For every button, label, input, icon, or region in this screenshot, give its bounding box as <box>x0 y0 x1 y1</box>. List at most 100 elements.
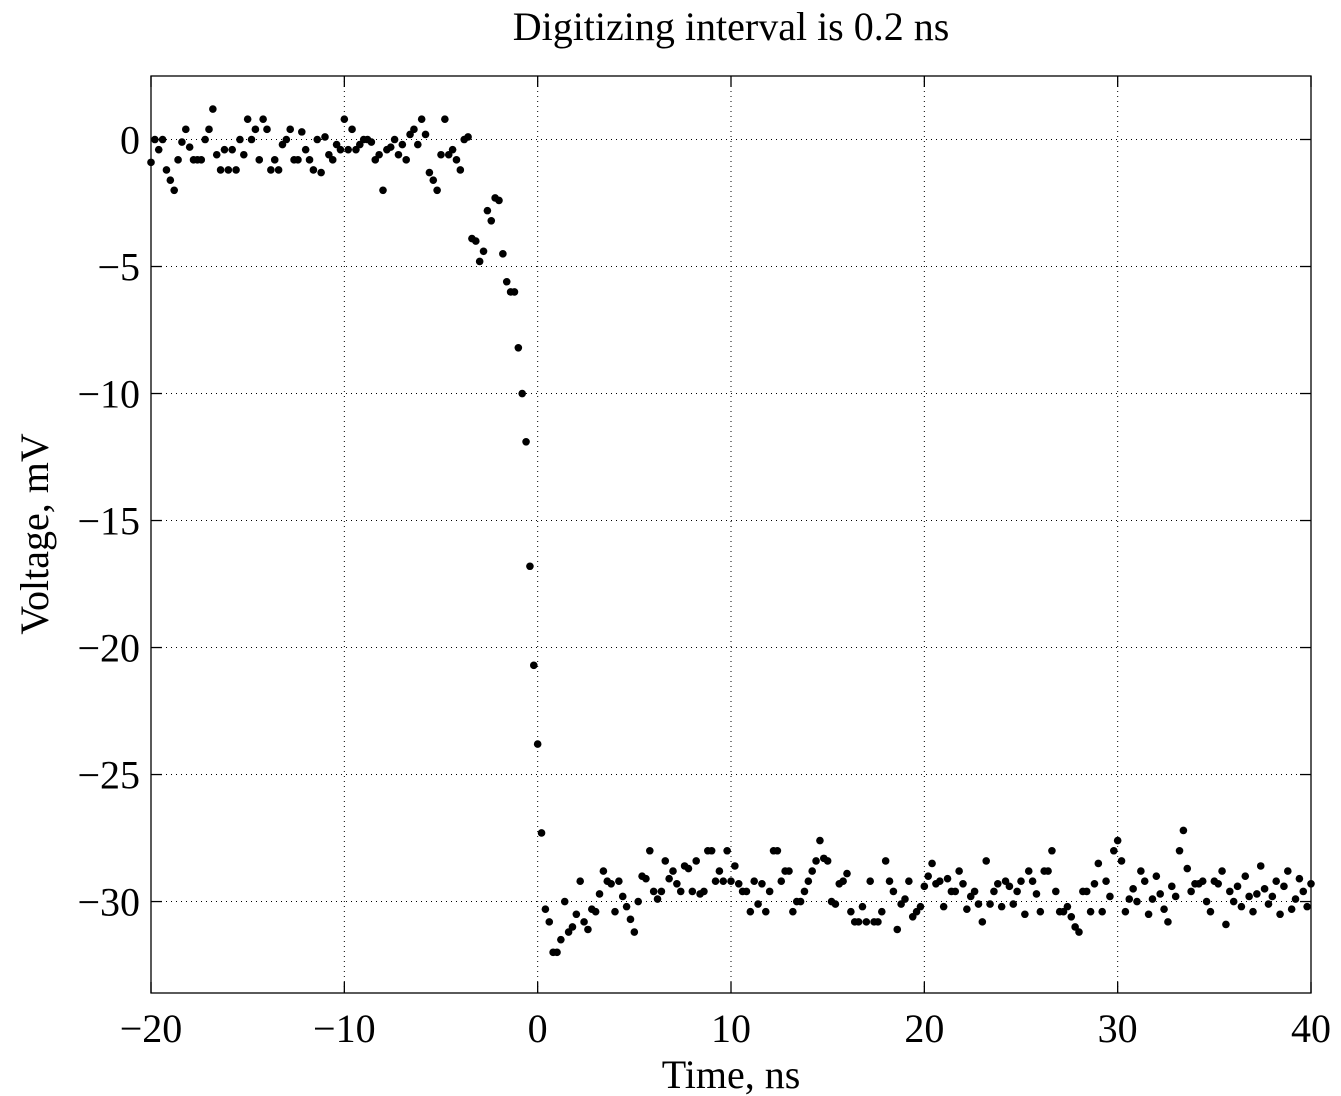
data-point <box>843 869 851 878</box>
data-point <box>472 237 480 245</box>
data-point <box>831 900 840 908</box>
data-point <box>1233 882 1242 891</box>
data-point <box>804 877 813 886</box>
data-point <box>711 877 720 886</box>
data-point <box>800 887 809 896</box>
data-point <box>673 879 681 888</box>
data-point <box>402 156 411 164</box>
data-point <box>182 125 190 134</box>
data-point <box>1075 928 1083 936</box>
data-point <box>715 867 724 875</box>
data-point <box>367 138 376 146</box>
data-point <box>963 905 971 913</box>
data-point <box>1295 874 1304 883</box>
data-point <box>294 156 302 164</box>
data-point <box>1017 877 1025 886</box>
data-point <box>700 887 708 896</box>
data-point <box>499 250 507 258</box>
data-point <box>727 877 735 886</box>
data-point <box>785 867 793 875</box>
data-point <box>174 156 182 164</box>
data-point <box>158 135 167 144</box>
data-point <box>893 925 902 934</box>
data-point <box>982 857 990 865</box>
data-point <box>970 887 979 896</box>
data-point <box>630 928 639 936</box>
data-point <box>487 216 496 225</box>
data-point <box>259 115 267 123</box>
data-point <box>560 897 569 906</box>
data-point <box>336 145 345 154</box>
data-point <box>676 887 685 896</box>
data-point <box>839 877 847 886</box>
data-point <box>642 874 650 883</box>
x-axis-label: Time, ns <box>662 1052 801 1096</box>
data-point <box>669 867 677 875</box>
data-point <box>599 867 608 875</box>
data-point <box>1241 872 1250 880</box>
data-point <box>742 887 751 896</box>
data-point <box>816 836 824 845</box>
data-point <box>1121 907 1130 916</box>
data-point <box>344 145 353 154</box>
data-point <box>928 859 936 868</box>
data-point <box>298 128 306 136</box>
data-point <box>1148 895 1157 903</box>
data-point <box>758 879 766 888</box>
data-point <box>514 343 523 352</box>
data-point <box>754 900 762 908</box>
data-point <box>568 923 577 931</box>
data-point <box>684 864 693 873</box>
data-point <box>522 437 530 446</box>
data-point <box>1009 900 1018 908</box>
data-point <box>178 138 186 146</box>
data-point <box>974 900 983 908</box>
data-point <box>232 166 240 174</box>
data-point <box>282 135 291 144</box>
data-point <box>483 206 492 215</box>
data-point <box>286 125 295 134</box>
data-point <box>240 150 248 159</box>
y-tick-label: −10 <box>77 372 140 417</box>
x-tick-label: −20 <box>120 1006 183 1051</box>
data-point <box>1214 879 1222 888</box>
data-point <box>305 156 314 164</box>
data-point <box>301 145 310 154</box>
data-point <box>734 879 743 888</box>
x-tick-label: 0 <box>528 1006 548 1051</box>
data-point <box>452 156 461 164</box>
data-point <box>502 277 511 286</box>
data-point <box>1168 882 1176 891</box>
data-point <box>576 877 584 886</box>
data-point <box>313 135 322 144</box>
data-point <box>464 133 472 141</box>
data-point <box>773 846 782 855</box>
data-point <box>1229 897 1238 906</box>
data-point <box>615 877 623 886</box>
data-point <box>812 857 820 865</box>
data-point <box>1249 907 1257 916</box>
data-point <box>251 125 260 134</box>
data-point <box>1094 859 1103 868</box>
data-point <box>789 907 797 916</box>
data-point <box>205 125 213 134</box>
y-axis-label: Voltage, mV <box>12 433 57 635</box>
data-point <box>765 887 774 896</box>
data-point <box>936 877 944 886</box>
data-point <box>1253 890 1261 898</box>
data-point <box>410 125 418 134</box>
data-point <box>1036 907 1045 916</box>
data-point <box>746 907 755 916</box>
data-point <box>920 882 929 891</box>
data-point <box>1206 907 1215 916</box>
data-point <box>796 897 805 906</box>
data-point <box>425 168 434 177</box>
data-point <box>1264 900 1273 908</box>
data-point <box>862 918 871 926</box>
data-point <box>1237 902 1246 911</box>
data-point <box>530 661 538 670</box>
data-point <box>1183 864 1192 873</box>
data-point <box>162 166 171 174</box>
data-point <box>990 887 998 896</box>
